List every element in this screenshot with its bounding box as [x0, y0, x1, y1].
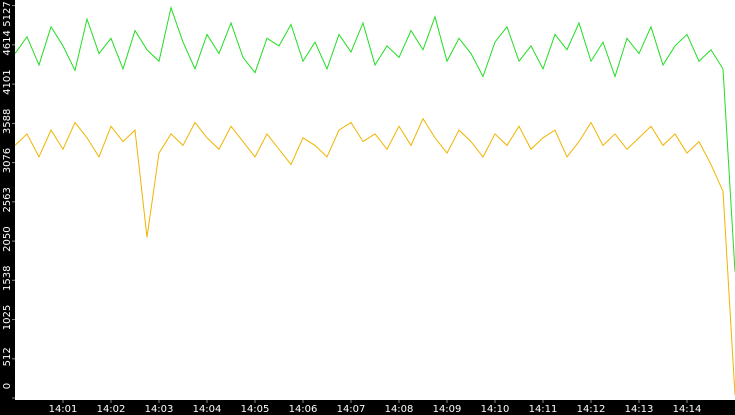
x-tick-label: 14:03: [145, 404, 174, 415]
x-tick-label: 14:10: [481, 404, 510, 415]
y-tick-label: 2563: [2, 187, 13, 212]
y-tick-label: 1538: [2, 266, 13, 291]
y-tick-label: 3076: [2, 148, 13, 173]
x-axis-band: [0, 400, 735, 415]
x-tick-label: 14:04: [193, 404, 222, 415]
x-tick-label: 14:08: [385, 404, 414, 415]
x-tick-label: 14:02: [97, 404, 126, 415]
y-tick-label: 1025: [2, 305, 13, 330]
y-tick-label: 0: [2, 383, 13, 389]
series-line: [14, 5, 735, 272]
y-tick-label: 4101: [2, 69, 13, 94]
x-tick-label: 14:09: [433, 404, 462, 415]
y-tick-label: 3588: [2, 109, 13, 134]
x-tick-label: 14:01: [49, 404, 78, 415]
y-tick-label: 512: [2, 347, 13, 366]
x-tick-label: 14:07: [337, 404, 366, 415]
y-axis-band: [0, 0, 15, 415]
x-tick-label: 14:12: [577, 404, 606, 415]
x-tick-label: 14:05: [241, 404, 270, 415]
series-line: [14, 117, 735, 395]
y-tick-label: 2050: [2, 226, 13, 251]
x-tick-label: 14:06: [289, 404, 318, 415]
x-tick-label: 14:14: [673, 404, 702, 415]
y-tick-label: 5127: [2, 1, 13, 26]
y-tick-label: 4614: [2, 30, 13, 55]
x-tick-label: 14:11: [529, 404, 558, 415]
x-tick-label: 14:13: [625, 404, 654, 415]
